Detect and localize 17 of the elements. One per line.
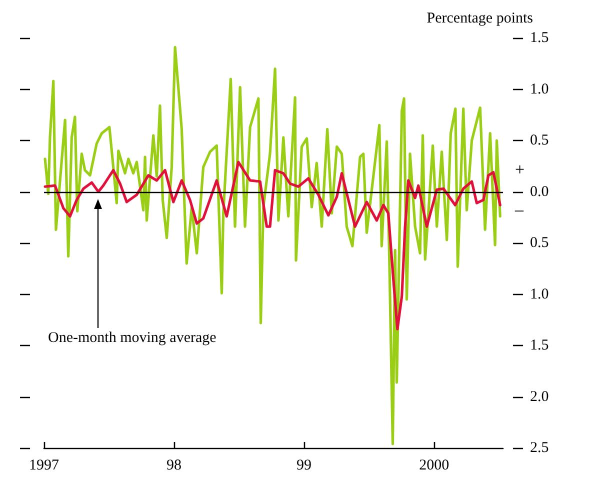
y-tick-label: 2.0 [530, 388, 549, 405]
y-tick-label: 0.5 [530, 235, 549, 251]
y-tick-label: 0.0 [530, 184, 549, 200]
x-tick-label: 1997 [29, 458, 60, 474]
x-tick-label: 99 [296, 458, 312, 474]
x-tick-label: 98 [166, 458, 182, 474]
y-tick-label: 0.5 [530, 132, 549, 148]
annotation: One-month moving average [48, 330, 216, 347]
y-tick-label: 1.5 [530, 30, 549, 46]
text: – [515, 200, 524, 220]
y-tick-label: 1.0 [530, 286, 549, 302]
x-tick-label: 2000 [419, 458, 450, 474]
y-tick-label: 2.5 [530, 440, 549, 456]
y-tick-label: 1.0 [530, 81, 549, 98]
text: + [515, 160, 525, 180]
y-tick-label: 1.5 [530, 338, 549, 354]
y-axis-title: Percentage points [426, 10, 534, 26]
